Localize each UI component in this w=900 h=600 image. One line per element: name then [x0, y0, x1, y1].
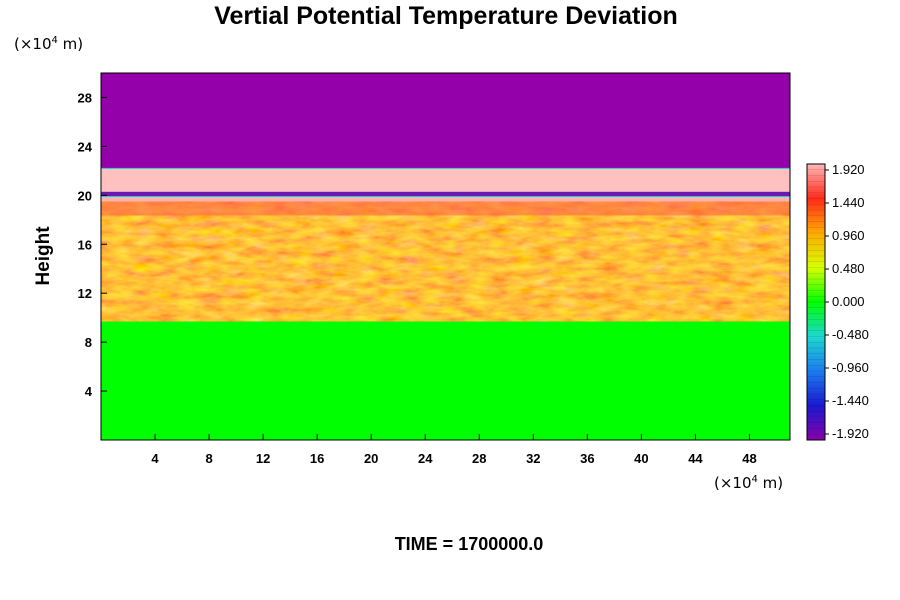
x-axis-ticks: 4 8 12 16 20 24 28 32 36 40 44 48 [151, 434, 757, 466]
turbulence-top-edge [101, 201, 790, 216]
y-tick-label: 28 [78, 90, 92, 105]
x-tick-label: 44 [688, 451, 703, 466]
warm-edge-strip [101, 195, 790, 202]
y-tick-label: 4 [85, 384, 93, 399]
colorbar: 1.920 1.440 0.960 0.480 0.000 -0.480 -0.960 -1.… [806, 162, 869, 441]
colorbar-label: 0.000 [832, 294, 865, 309]
y-axis-unit: (×104 m) [14, 35, 83, 53]
y-tick-label: 16 [78, 237, 92, 252]
y-tick-label: 20 [78, 188, 92, 203]
x-tick-label: 8 [205, 451, 212, 466]
colorbar-gradient [807, 164, 825, 440]
x-tick-label: 40 [634, 451, 648, 466]
colorbar-label: 0.960 [832, 228, 865, 243]
x-tick-label: 16 [310, 451, 324, 466]
plot-frame [100, 72, 791, 441]
colorbar-label: -1.440 [832, 393, 869, 408]
y-tick-label: 12 [78, 286, 92, 301]
x-tick-label: 24 [418, 451, 433, 466]
layer-lower-neutral [101, 321, 790, 440]
colorbar-label: -0.480 [832, 327, 869, 342]
x-tick-label: 28 [472, 451, 486, 466]
plot-area [101, 73, 790, 440]
y-tick-label: 8 [85, 335, 92, 350]
x-tick-label: 12 [256, 451, 270, 466]
x-tick-label: 36 [580, 451, 594, 466]
x-tick-label: 4 [151, 451, 159, 466]
x-axis-unit: (×104 m) [714, 474, 783, 492]
x-tick-label: 20 [364, 451, 378, 466]
layer-warm-band [101, 168, 790, 192]
layer-thin-cold-band [101, 191, 790, 197]
chart-title: Vertial Potential Temperature Deviation [214, 2, 678, 30]
time-label: TIME = 1700000.0 [395, 534, 544, 554]
y-axis-label: Height [33, 226, 54, 286]
y-axis-ticks: 4 8 12 16 20 24 28 [78, 90, 107, 399]
colorbar-label: 0.480 [832, 261, 865, 276]
x-tick-label: 32 [526, 451, 540, 466]
colorbar-label: 1.920 [832, 162, 865, 177]
turbulence-texture [101, 201, 790, 322]
y-tick-label: 24 [78, 139, 93, 154]
colorbar-label: -1.920 [832, 426, 869, 441]
colorbar-label: 1.440 [832, 195, 865, 210]
colorbar-label: -0.960 [832, 360, 869, 375]
x-tick-label: 48 [742, 451, 756, 466]
layer-upper-cold [101, 73, 790, 169]
